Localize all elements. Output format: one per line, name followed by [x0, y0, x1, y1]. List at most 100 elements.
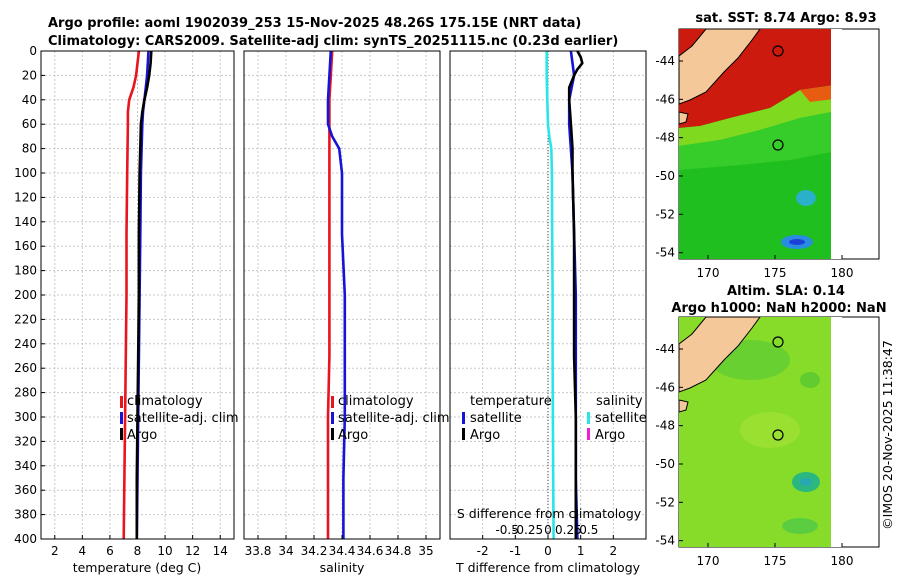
legend-label-climatology: climatology — [127, 394, 203, 409]
map-x-tick-label: 170 — [697, 266, 720, 280]
x-tick-label: 0 — [544, 544, 552, 558]
legend-swatch-t-argo — [462, 428, 465, 440]
argo-position-marker — [772, 139, 784, 151]
y-tick-label: 140 — [14, 215, 37, 229]
y-tick-label: 220 — [14, 312, 37, 326]
figure-title-line1: Argo profile: aoml 1902039_253 15-Nov-20… — [48, 16, 581, 31]
legend-swatch-climatology — [120, 396, 123, 408]
legend-swatch-t-satellite — [462, 412, 465, 424]
x-tick-label: 12 — [185, 544, 200, 558]
s-difference-xlabel: S difference from climatology — [457, 506, 642, 521]
legend-label-argo: Argo — [127, 428, 157, 443]
map-y-tick-label: -44 — [655, 54, 675, 68]
sla-map-panel: Altim. SLA: 0.14 Argo h1000: NaN h2000: … — [655, 284, 886, 568]
new-zealand-south-island — [679, 317, 761, 393]
legend-title-temperature: temperature — [470, 394, 552, 409]
y-tick-label: 120 — [14, 190, 37, 204]
sla-low-core — [800, 478, 812, 486]
y-tick-label: 260 — [14, 361, 37, 375]
map-x-tick-label: 170 — [697, 554, 720, 568]
series-line-s-satellite — [545, 51, 555, 539]
salinity-legend: climatology satellite-adj. clim Argo — [331, 394, 450, 443]
sla-nodata — [831, 317, 842, 547]
y-tick-label: 160 — [14, 239, 37, 253]
sla-patch — [800, 372, 820, 388]
y-tick-label: 380 — [14, 508, 37, 522]
sla-patch — [740, 412, 800, 448]
legend-swatch-argo — [331, 428, 334, 440]
x2-tick-label: 0 — [544, 523, 552, 537]
series-line-satellite-adj-clim — [326, 51, 347, 539]
y-tick-label: 180 — [14, 264, 37, 278]
x-tick-label: 34.2 — [301, 544, 328, 558]
x-tick-label: 2 — [51, 544, 59, 558]
x-tick-label: 4 — [79, 544, 87, 558]
x-tick-label: 34.8 — [385, 544, 412, 558]
x-tick-label: 8 — [134, 544, 142, 558]
y-tick-label: 100 — [14, 166, 37, 180]
argo-position-marker — [772, 429, 784, 441]
x2-tick-label: 0.5 — [579, 523, 598, 537]
legend-swatch-satellite — [331, 412, 334, 424]
y-tick-label: 0 — [29, 44, 37, 58]
y-tick-label: 200 — [14, 288, 37, 302]
y-tick-label: 300 — [14, 410, 37, 424]
map-x-tick-label: 175 — [764, 266, 787, 280]
map-x-tick-label: 175 — [764, 554, 787, 568]
y-tick-label: 320 — [14, 434, 37, 448]
y-tick-label: 340 — [14, 459, 37, 473]
x-tick-label: 34 — [278, 544, 293, 558]
x2-tick-label: -0.5 — [495, 523, 518, 537]
map-y-tick-label: -52 — [655, 495, 675, 509]
x-tick-label: 34.4 — [329, 544, 356, 558]
legend-swatch-s-argo — [587, 428, 590, 440]
x-tick-label: 35 — [418, 544, 433, 558]
legend-label-s-satellite: satellite — [595, 411, 647, 426]
figure-title-line2: Climatology: CARS2009. Satellite-adj cli… — [48, 34, 618, 49]
imos-credit: ©IMOS 20-Nov-2025 11:38:47 — [880, 340, 895, 530]
sla-patch — [782, 518, 818, 534]
temperature-panel: 2 4 6 8 10 12 14020406080100120140160180200220… — [14, 44, 239, 575]
map-y-tick-label: -48 — [655, 419, 675, 433]
map-x-tick-label: 180 — [831, 266, 854, 280]
legend-swatch-satellite — [120, 412, 123, 424]
legend-label-t-argo: Argo — [470, 428, 500, 443]
stewart-island — [679, 111, 689, 125]
y-tick-label: 240 — [14, 337, 37, 351]
y-tick-label: 20 — [22, 68, 37, 82]
x2-tick-label: -0.25 — [512, 523, 543, 537]
legend-swatch-argo — [120, 428, 123, 440]
series-line-climatology — [122, 51, 141, 539]
legend-label-satellite: satellite-adj. clim — [338, 411, 450, 426]
x-tick-label: -1 — [509, 544, 521, 558]
legend-swatch-s-satellite — [587, 412, 590, 424]
sst-cold-core — [789, 239, 805, 245]
map-y-tick-label: -52 — [655, 207, 675, 221]
map-y-tick-label: -54 — [655, 534, 675, 548]
x-tick-label: 1 — [577, 544, 585, 558]
y-tick-label: 280 — [14, 386, 37, 400]
sla-field — [679, 317, 842, 547]
sla-map-subtitle: Argo h1000: NaN h2000: NaN — [671, 301, 886, 316]
chatham-rise-marker — [772, 45, 784, 57]
map-y-tick-label: -46 — [655, 380, 675, 394]
x-tick-label: 14 — [213, 544, 228, 558]
sst-map-panel: sat. SST: 8.74 Argo: 8.93 170 175 180 -44 -4… — [655, 11, 880, 280]
difference-legend: temperature satellite Argo salinity sate… — [462, 394, 647, 443]
legend-swatch-climatology — [331, 396, 334, 408]
map-y-tick-label: -50 — [655, 457, 675, 471]
legend-label-t-satellite: satellite — [470, 411, 522, 426]
sst-map-title: sat. SST: 8.74 Argo: 8.93 — [695, 11, 876, 26]
series-line-climatology — [326, 51, 334, 539]
t-difference-xlabel: T difference from climatology — [455, 560, 641, 575]
map-y-tick-label: -46 — [655, 92, 675, 106]
x-tick-label: 2 — [610, 544, 618, 558]
y-tick-label: 360 — [14, 483, 37, 497]
sst-green-band — [679, 110, 842, 170]
sla-map-title: Altim. SLA: 0.14 — [727, 284, 845, 299]
y-tick-label: 40 — [22, 93, 37, 107]
legend-label-climatology: climatology — [338, 394, 414, 409]
map-x-tick-label: 180 — [831, 554, 854, 568]
x-tick-label: 10 — [157, 544, 172, 558]
